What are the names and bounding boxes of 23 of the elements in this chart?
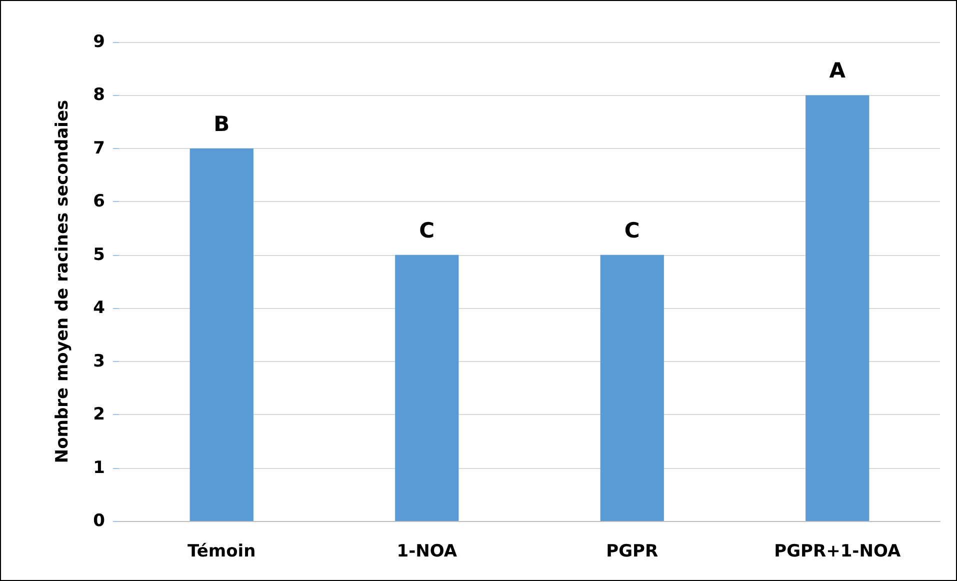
y-tick-label: 7 bbox=[93, 138, 105, 158]
bar bbox=[395, 254, 459, 521]
y-tick-label: 0 bbox=[93, 511, 106, 531]
y-tick-label: 6 bbox=[93, 192, 105, 212]
bar bbox=[806, 95, 870, 521]
y-tick-label: 8 bbox=[93, 85, 105, 106]
bar bbox=[190, 148, 254, 521]
data-label: B bbox=[214, 112, 230, 136]
x-tick-label: PGPR+1-NOA bbox=[774, 542, 902, 562]
y-tick-label: 9 bbox=[93, 32, 105, 52]
y-tick-label: 5 bbox=[93, 244, 105, 265]
data-label: A bbox=[829, 58, 846, 83]
y-tick-label: 1 bbox=[93, 458, 105, 478]
y-axis-title: Nombre moyen de racines secondaies bbox=[52, 100, 72, 464]
data-label: C bbox=[624, 218, 640, 242]
bar bbox=[600, 254, 664, 521]
y-tick-label: 4 bbox=[93, 298, 106, 318]
y-tick-label: 3 bbox=[93, 351, 105, 372]
x-tick-label: 1-NOA bbox=[396, 542, 458, 562]
x-tick-label: Témoin bbox=[188, 542, 256, 562]
data-label: C bbox=[419, 218, 435, 242]
x-tick-label: PGPR bbox=[606, 542, 658, 562]
y-tick-label: 2 bbox=[93, 404, 105, 425]
